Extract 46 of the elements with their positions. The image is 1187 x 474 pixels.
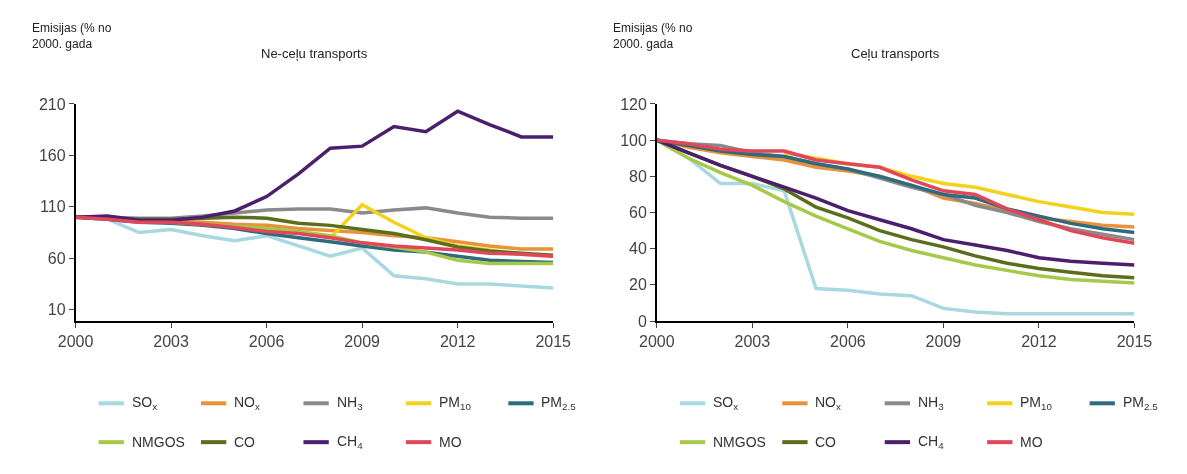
y-tick-label: 120	[620, 95, 647, 113]
y-tick-label: 10	[47, 301, 66, 319]
legend-label: NH$_{3}$	[918, 394, 945, 412]
y-tick-label: 80	[629, 167, 647, 185]
legend-label: CO	[815, 434, 837, 450]
x-tick-label: 2015	[1116, 332, 1153, 350]
y-tick-label: 100	[620, 131, 647, 149]
x-tick-label: 2015	[535, 332, 572, 350]
x-tick-label: 2006	[830, 332, 866, 350]
y-tick-label: 0	[637, 312, 647, 330]
legend-label: PM$_{10}$	[439, 394, 472, 412]
x-tick-label: 2009	[344, 332, 381, 350]
legend-label: MO	[439, 434, 462, 450]
y-tick-label: 40	[629, 240, 647, 258]
legend-label: NO$_{x}$	[815, 394, 841, 412]
y-tick-label: 160	[38, 147, 66, 165]
y-axis-title: Emisijas (% no 2000. gada	[32, 21, 112, 51]
y-tick-label: 110	[40, 198, 66, 216]
legend-label: PM$_{2.5}$	[541, 394, 577, 412]
x-tick-label: 2000	[639, 332, 675, 350]
x-tick-label: 2009	[925, 332, 962, 350]
y-tick-label: 60	[629, 204, 647, 222]
legend-label: CH$_{4}$	[918, 433, 945, 451]
legend-label: MO	[1020, 434, 1043, 450]
legend-label: NMGOS	[713, 434, 766, 450]
legend-label: NMGOS	[132, 434, 185, 450]
x-tick-label: 2012	[439, 332, 476, 350]
legend-label: CH$_{4}$	[337, 433, 364, 451]
legend-label: NH$_{3}$	[337, 394, 364, 412]
legend-label: PM$_{2.5}$	[1123, 394, 1159, 412]
x-tick-label: 2012	[1021, 332, 1057, 350]
x-tick-label: 2000	[57, 332, 94, 350]
legend-label: SO$_{x}$	[713, 394, 739, 412]
chart-title: Ne-ceļu transports	[261, 46, 368, 61]
legend-label: PM$_{10}$	[1020, 394, 1053, 412]
y-axis-title: Emisijas (% no 2000. gada	[613, 21, 693, 51]
y-tick-label: 210	[38, 95, 66, 113]
legend-label: SO$_{x}$	[132, 394, 158, 412]
x-tick-label: 2003	[153, 332, 189, 350]
chart-title: Ceļu transports	[851, 46, 940, 61]
legend-label: NO$_{x}$	[234, 394, 260, 412]
legend-label: CO	[234, 434, 256, 450]
y-tick-label: 20	[629, 276, 647, 294]
y-tick-label: 60	[47, 249, 66, 267]
x-tick-label: 2003	[734, 332, 771, 350]
x-tick-label: 2006	[248, 332, 285, 350]
